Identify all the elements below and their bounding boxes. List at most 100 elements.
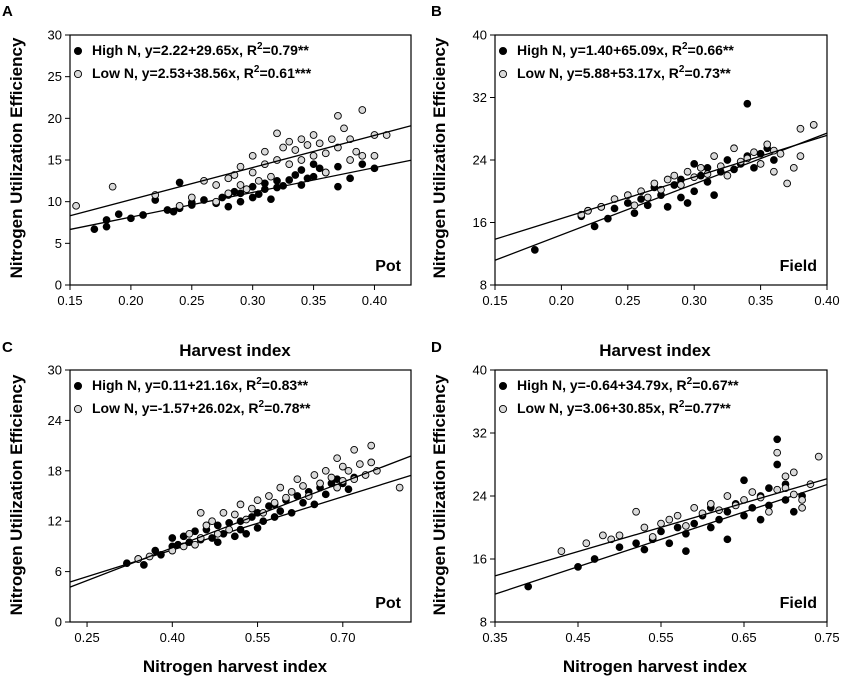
x-tick-label: 0.35 bbox=[301, 293, 326, 308]
data-point-high-n bbox=[690, 160, 699, 168]
legend-text: =0.77** bbox=[684, 400, 731, 416]
data-point-low-n bbox=[690, 503, 699, 512]
data-point-high-n bbox=[321, 490, 330, 499]
legend-text: Low N, y=5.88+53.17x, R bbox=[517, 65, 679, 81]
data-point-low-n bbox=[219, 508, 228, 517]
data-point-low-n bbox=[321, 168, 330, 177]
x-tick-label: 0.55 bbox=[245, 630, 270, 645]
data-point-low-n bbox=[248, 151, 257, 160]
y-tick-label: 40 bbox=[473, 28, 487, 43]
data-point-low-n bbox=[798, 503, 806, 512]
regression-line-high-n bbox=[69, 474, 412, 583]
regression-line-low-n bbox=[69, 455, 412, 588]
data-point-low-n bbox=[632, 507, 640, 516]
data-point-low-n bbox=[224, 189, 233, 198]
chart-panel-a: 0 5 10 15 20 25 30 0.15 0.20 0.25 0.30 0.35 0.40 High… bbox=[48, 28, 412, 308]
regression-line-low-n bbox=[494, 478, 828, 577]
x-tick-label: 0.25 bbox=[615, 293, 640, 308]
data-point-low-n bbox=[673, 511, 682, 520]
data-point-low-n bbox=[710, 152, 718, 160]
data-point-low-n bbox=[108, 182, 117, 191]
panel-label-d: D bbox=[431, 339, 442, 356]
data-point-high-n bbox=[273, 176, 281, 185]
data-point-high-n bbox=[706, 523, 715, 532]
data-point-high-n bbox=[723, 535, 732, 544]
data-point-low-n bbox=[285, 160, 294, 169]
legend-text: Low N, y=3.06+30.85x, R bbox=[517, 400, 679, 416]
data-point-high-n bbox=[610, 204, 619, 213]
data-point-high-n bbox=[690, 519, 699, 528]
legend-superscript: 2 bbox=[259, 399, 265, 410]
ylabel-panel-a: Nitrogen Utilization Efficiency bbox=[7, 37, 26, 278]
y-tick-label: 24 bbox=[473, 153, 487, 168]
panel-label-c: C bbox=[2, 339, 13, 356]
data-point-high-n bbox=[789, 507, 798, 516]
legend-text: =0.83** bbox=[262, 377, 309, 393]
legend-text: Low N, y=-1.57+26.02x, R bbox=[92, 400, 259, 416]
data-point-high-n bbox=[297, 166, 306, 174]
data-point-high-n bbox=[175, 178, 184, 187]
legend-marker-low-n bbox=[498, 69, 508, 79]
data-point-high-n bbox=[224, 202, 233, 211]
data-point-low-n bbox=[285, 137, 294, 146]
data-point-low-n bbox=[723, 171, 732, 180]
y-tick-label: 6 bbox=[55, 564, 62, 579]
data-point-high-n bbox=[723, 156, 732, 164]
xlabel-harvest-index-left: Harvest index bbox=[179, 341, 291, 360]
data-point-low-n bbox=[663, 175, 672, 184]
legend-entry-high-n: High N, y=-0.64+34.79x, R2=0.67** bbox=[517, 376, 739, 393]
data-point-low-n bbox=[315, 139, 324, 148]
y-tick-label: 25 bbox=[48, 69, 62, 84]
data-point-low-n bbox=[236, 500, 245, 509]
legend-text: =0.66** bbox=[688, 42, 735, 58]
data-point-low-n bbox=[346, 156, 354, 164]
x-tick-label: 0.40 bbox=[814, 293, 839, 308]
x-tick-label: 0.45 bbox=[565, 630, 590, 645]
x-tick-label: 0.35 bbox=[748, 293, 773, 308]
data-point-low-n bbox=[196, 508, 205, 517]
x-tick-label: 0.75 bbox=[814, 630, 839, 645]
data-point-high-n bbox=[291, 171, 300, 179]
data-point-low-n bbox=[310, 471, 319, 479]
data-point-low-n bbox=[187, 193, 196, 202]
data-point-high-n bbox=[682, 547, 690, 555]
legend-marker-high-n bbox=[73, 46, 83, 56]
x-tick-label: 0.35 bbox=[482, 630, 507, 645]
y-tick-label: 16 bbox=[473, 552, 487, 567]
data-point-low-n bbox=[282, 493, 290, 502]
data-point-low-n bbox=[670, 171, 679, 180]
legend-entry-high-n: High N, y=2.22+29.65x, R2=0.79** bbox=[92, 41, 309, 58]
data-point-high-n bbox=[334, 182, 342, 191]
x-tick-label: 0.25 bbox=[74, 630, 99, 645]
data-point-low-n bbox=[756, 160, 765, 168]
data-point-high-n bbox=[673, 523, 682, 532]
y-tick-label: 24 bbox=[48, 413, 62, 428]
legend-superscript: 2 bbox=[254, 64, 260, 75]
regression-line-low-n bbox=[69, 125, 412, 217]
legend-text: High N, y=0.11+21.16x, R bbox=[92, 377, 256, 393]
data-point-high-n bbox=[242, 529, 251, 538]
data-point-low-n bbox=[297, 156, 306, 164]
data-point-low-n bbox=[683, 167, 692, 176]
y-tick-label: 30 bbox=[48, 363, 62, 378]
ylabel-panel-b: Nitrogen Utilization Efficiency bbox=[430, 37, 449, 278]
data-point-low-n bbox=[261, 147, 269, 156]
data-point-low-n bbox=[333, 454, 341, 463]
data-point-low-n bbox=[356, 460, 364, 468]
data-point-low-n bbox=[236, 162, 245, 171]
x-tick-label: 0.70 bbox=[330, 630, 355, 645]
data-point-low-n bbox=[677, 181, 685, 189]
data-point-low-n bbox=[650, 179, 659, 188]
y-tick-label: 18 bbox=[48, 463, 62, 478]
data-point-high-n bbox=[346, 174, 354, 183]
data-point-high-n bbox=[140, 561, 148, 569]
data-point-low-n bbox=[202, 521, 211, 530]
data-point-high-n bbox=[315, 164, 324, 173]
data-point-low-n bbox=[270, 498, 279, 507]
data-point-high-n bbox=[765, 484, 773, 492]
data-point-low-n bbox=[248, 168, 257, 177]
panel-tag-b: Field bbox=[780, 258, 817, 275]
legend-text: Low N, y=2.53+38.56x, R bbox=[92, 65, 254, 81]
legend-marker-high-n bbox=[498, 46, 508, 56]
data-point-low-n bbox=[309, 131, 318, 139]
